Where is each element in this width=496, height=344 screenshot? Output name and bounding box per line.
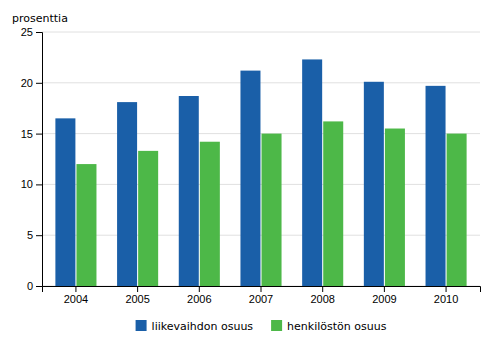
y-tick-label: 5 xyxy=(27,229,33,241)
bars xyxy=(55,59,466,286)
x-tick: 2006 xyxy=(187,286,211,305)
x-tick: 2005 xyxy=(125,286,149,305)
bar xyxy=(302,59,322,286)
bar xyxy=(76,164,96,286)
bar xyxy=(364,82,384,286)
y-tick-mark xyxy=(36,83,42,84)
bar xyxy=(262,134,282,286)
legend-item: liikevaihdon osuus xyxy=(136,320,254,333)
y-tick: 20 xyxy=(21,77,42,89)
bar xyxy=(179,96,199,286)
y-axis-label: prosenttia xyxy=(12,12,68,25)
y-tick: 10 xyxy=(21,178,42,190)
x-tick: 2004 xyxy=(64,286,88,305)
x-tick-label: 2010 xyxy=(434,293,458,305)
x-tick-label: 2009 xyxy=(372,293,396,305)
x-tick-mark xyxy=(199,286,200,292)
x-tick-label: 2006 xyxy=(187,293,211,305)
y-tick-mark xyxy=(36,32,42,33)
y-tick-label: 10 xyxy=(21,178,33,190)
y-tick: 0 xyxy=(27,280,42,292)
y-tick: 5 xyxy=(27,229,42,241)
y-tick-mark xyxy=(36,134,42,135)
bar xyxy=(426,86,446,286)
x-tick-mark xyxy=(75,286,76,292)
x-tick: 2007 xyxy=(249,286,273,305)
bar-series xyxy=(55,59,445,286)
x-axis: 2004 2005 2006 2007 2008 2009 2010 xyxy=(43,286,481,305)
grid-line xyxy=(42,133,480,134)
y-tick-label: 15 xyxy=(21,128,33,140)
legend: liikevaihdon osuus henkilöstön osuus xyxy=(136,320,387,333)
y-axis: 0 5 10 15 20 25 xyxy=(21,26,43,292)
y-tick: 25 xyxy=(21,26,42,38)
x-tick-label: 2005 xyxy=(125,293,149,305)
x-tick-mark xyxy=(322,286,323,292)
bar xyxy=(385,129,405,286)
y-tick-label: 0 xyxy=(27,280,33,292)
chart: 2004 2005 2006 2007 2008 2009 2010 0 5 10 15 20 25pr… xyxy=(0,0,496,344)
plot: 2004 2005 2006 2007 2008 2009 2010 0 5 10 15 20 25 xyxy=(21,26,481,305)
x-tick-mark xyxy=(137,286,138,292)
y-tick-label: 20 xyxy=(21,77,33,89)
x-tick: 2010 xyxy=(434,286,458,305)
grid-line xyxy=(42,235,480,236)
legend-swatch xyxy=(136,320,147,331)
grid-line xyxy=(42,82,480,83)
y-tick-mark xyxy=(36,286,42,287)
x-tick-mark xyxy=(384,286,385,292)
bar xyxy=(117,102,137,286)
y-tick: 15 xyxy=(21,128,42,140)
y-tick-mark xyxy=(36,184,42,185)
x-tick-label: 2007 xyxy=(249,293,273,305)
grid xyxy=(42,32,480,286)
grid-line xyxy=(42,32,480,33)
bar xyxy=(200,142,220,286)
bar xyxy=(55,118,75,286)
x-tick-label: 2008 xyxy=(310,293,334,305)
x-tick-label: 2004 xyxy=(64,293,88,305)
bar xyxy=(240,71,260,286)
legend-item: henkilöstön osuus xyxy=(271,320,387,333)
legend-swatch xyxy=(271,320,282,331)
bar xyxy=(138,151,158,286)
y-axis-line xyxy=(36,33,43,287)
legend-label: liikevaihdon osuus xyxy=(152,320,254,333)
bar xyxy=(323,121,343,286)
bar xyxy=(447,134,467,286)
x-axis-line xyxy=(43,287,481,293)
y-tick-mark xyxy=(36,235,42,236)
grid-line xyxy=(42,184,480,185)
x-tick-mark xyxy=(261,286,262,292)
bar-series xyxy=(76,121,466,286)
y-tick-label: 25 xyxy=(21,26,33,38)
x-tick-mark xyxy=(446,286,447,292)
legend-label: henkilöstön osuus xyxy=(287,320,387,333)
x-tick: 2009 xyxy=(372,286,396,305)
x-tick: 2008 xyxy=(310,286,334,305)
